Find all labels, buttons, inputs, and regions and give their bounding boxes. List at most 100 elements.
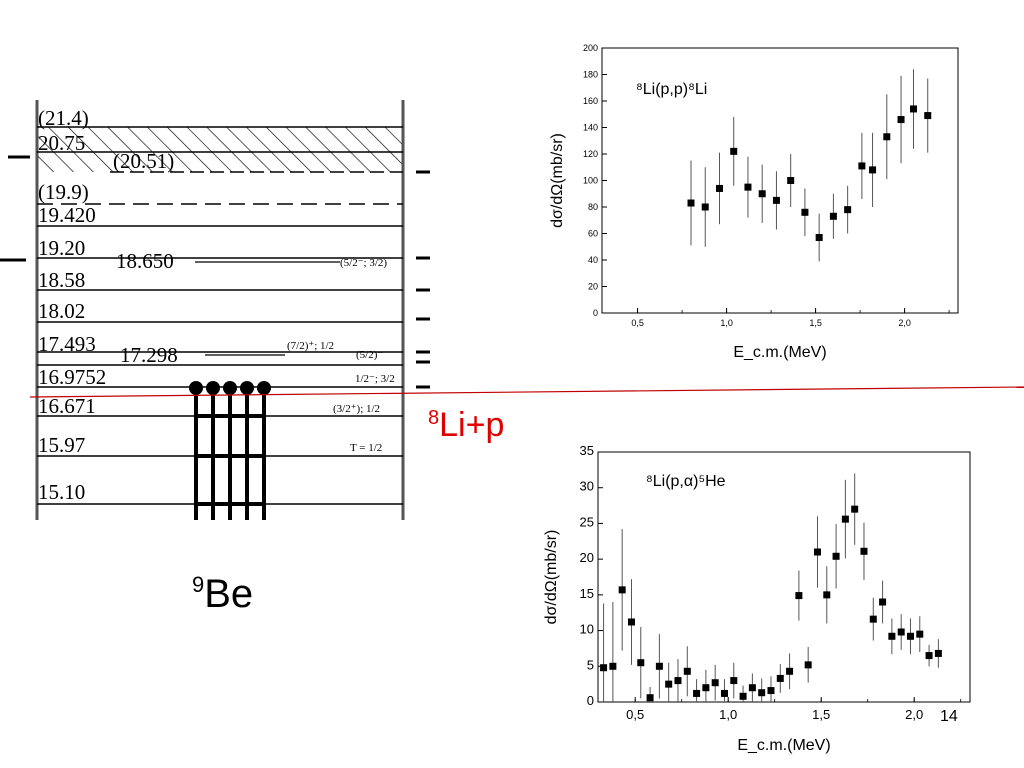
- data-point: [711, 679, 719, 687]
- spin-label: 1/2⁻; 3/2: [355, 373, 395, 385]
- data-point: [767, 687, 775, 695]
- data-point: [646, 694, 654, 702]
- data-point: [897, 116, 905, 124]
- level-label: 16.9752: [38, 365, 106, 389]
- hatched-region: [37, 127, 403, 172]
- y-tick-label: 100: [583, 176, 598, 186]
- spin-label: (5/2)⁻: [356, 349, 383, 361]
- chart-title: ⁸Li(p,α)⁵He: [646, 473, 726, 490]
- data-point: [702, 684, 710, 692]
- x-axis-label: E_c.m.(MeV): [733, 344, 826, 361]
- y-tick-label: 160: [583, 96, 598, 106]
- spin-label: (5/2⁻; 3/2): [340, 257, 387, 269]
- spin-label: T = 1/2: [350, 442, 382, 454]
- page-number: 14: [940, 708, 958, 725]
- y-tick-label: 200: [583, 43, 598, 53]
- y-tick-label: 180: [583, 70, 598, 80]
- data-point: [701, 203, 709, 211]
- data-point: [720, 689, 728, 697]
- data-point: [925, 652, 933, 660]
- y-tick-label: 10: [580, 622, 594, 637]
- y-axis-label: dσ/dΩ(mb/sr): [543, 530, 560, 625]
- y-tick-label: 40: [588, 255, 598, 265]
- x-axis-label: E_c.m.(MeV): [737, 737, 830, 754]
- threshold-mass: 8: [428, 407, 440, 429]
- data-point: [916, 630, 924, 638]
- x-tick-label: 1,5: [812, 707, 830, 722]
- data-point: [600, 664, 608, 672]
- data-point: [758, 689, 766, 697]
- data-point: [665, 680, 673, 688]
- data-point: [897, 628, 905, 636]
- nucleus-label: 9Be: [192, 572, 254, 616]
- y-tick-label: 15: [580, 586, 594, 601]
- data-point: [730, 147, 738, 155]
- data-point: [823, 591, 831, 599]
- y-tick-label: 120: [583, 149, 598, 159]
- nucleus-symbol: Be: [204, 572, 254, 616]
- data-point: [829, 212, 837, 220]
- threshold-label: 8Li+p: [428, 408, 504, 442]
- spin-label: (3/2⁺); 1/2: [333, 403, 380, 415]
- level-label: 17.298: [120, 343, 178, 367]
- data-point: [813, 548, 821, 556]
- level-label: (19.9): [38, 180, 89, 204]
- y-tick-label: 25: [580, 514, 594, 529]
- x-tick-label: 0,5: [626, 707, 644, 722]
- data-point: [832, 552, 840, 560]
- data-point: [801, 208, 809, 216]
- data-point: [730, 677, 738, 685]
- data-point: [744, 183, 752, 191]
- data-point: [758, 190, 766, 198]
- data-point: [860, 547, 868, 555]
- chart-title: ⁸Li(p,p)⁸Li: [636, 81, 707, 98]
- x-tick-label: 1,0: [719, 707, 737, 722]
- y-tick-label: 140: [583, 123, 598, 133]
- data-point: [748, 684, 756, 692]
- data-point: [924, 112, 932, 120]
- data-point: [883, 133, 891, 141]
- y-tick-label: 20: [580, 550, 594, 565]
- plot-frame: [597, 451, 971, 703]
- data-point: [787, 177, 795, 184]
- data-point: [906, 632, 914, 640]
- y-tick-label: 60: [588, 229, 598, 239]
- data-point: [795, 592, 803, 600]
- data-point: [804, 661, 812, 669]
- data-point: [674, 677, 682, 685]
- x-tick-label: 1,5: [809, 318, 822, 328]
- level-label: 18.58: [38, 268, 85, 292]
- data-point: [879, 598, 887, 606]
- level-label: 15.97: [38, 433, 85, 457]
- level-label: 15.10: [38, 480, 85, 504]
- data-point: [844, 206, 852, 214]
- data-point: [851, 505, 859, 513]
- data-point: [772, 196, 780, 204]
- y-tick-label: 20: [588, 282, 598, 292]
- level-label: (21.4): [38, 106, 89, 130]
- y-tick-label: 0: [593, 308, 598, 318]
- level-label: (20.51): [113, 149, 174, 173]
- data-point: [934, 649, 942, 657]
- data-point: [627, 618, 635, 626]
- data-point: [786, 667, 794, 675]
- resonance-grid: [194, 388, 266, 520]
- chart-alpha: 0 5 10 15 20 25 30 35 0,5 1,0 1,5 2,0 ⁸Li(p,α)⁵He dσ/…: [543, 443, 971, 754]
- y-tick-label: 30: [580, 479, 594, 494]
- data-point: [683, 667, 691, 675]
- spin-label: (7/2)⁺; 1/2: [287, 340, 334, 352]
- x-tick-label: 2,0: [905, 707, 923, 722]
- nucleus-mass: 9: [192, 572, 205, 597]
- y-tick-label: 5: [587, 657, 594, 672]
- threshold-symbol: Li+p: [439, 406, 505, 444]
- level-label: 17.493: [38, 332, 96, 356]
- level-label: 16.671: [38, 394, 96, 418]
- data-point: [841, 515, 849, 523]
- y-tick-label: 0: [587, 693, 594, 708]
- data-point: [655, 662, 663, 670]
- data-point: [858, 162, 866, 170]
- resonance-dots: [189, 381, 271, 395]
- level-label: 19.420: [38, 203, 96, 227]
- data-point: [609, 662, 617, 670]
- y-axis-label: dσ/dΩ(mb/sr): [549, 133, 566, 228]
